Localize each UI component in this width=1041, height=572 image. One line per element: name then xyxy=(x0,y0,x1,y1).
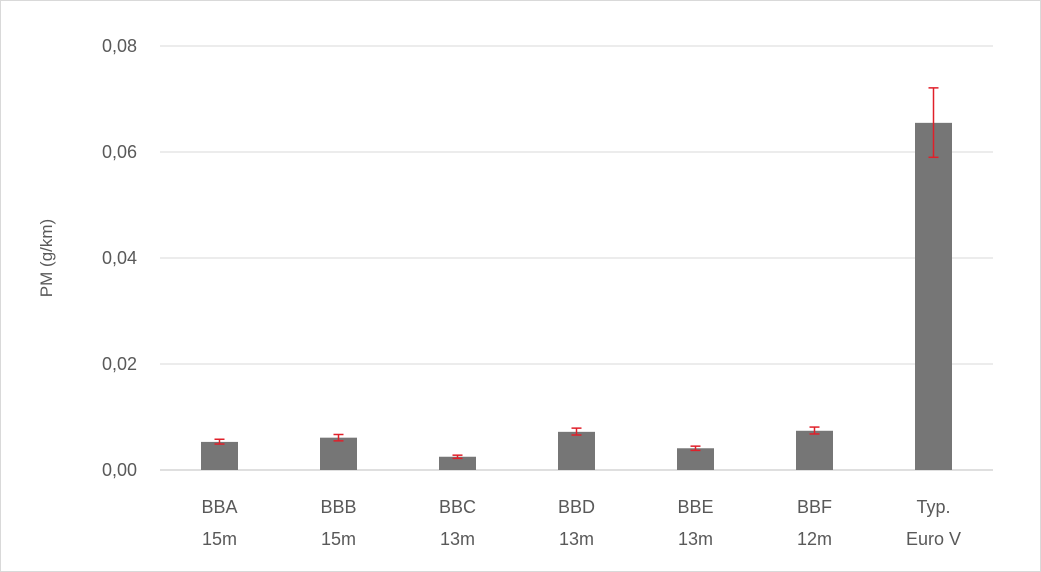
y-tick-label: 0,02 xyxy=(102,354,137,374)
bar xyxy=(320,437,357,470)
x-tick-label: 15m xyxy=(202,529,237,549)
x-tick-label: BBB xyxy=(320,497,356,517)
x-tick-label: Typ. xyxy=(916,497,950,517)
error-bar xyxy=(928,87,939,159)
x-tick-label: Euro V xyxy=(906,529,961,549)
y-axis-label: PM (g/km) xyxy=(37,219,56,297)
x-tick-label: 13m xyxy=(559,529,594,549)
x-tick-label: BBF xyxy=(797,497,832,517)
y-tick-label: 0,00 xyxy=(102,460,137,480)
gridlines xyxy=(160,45,993,471)
x-axis-ticks: BBA 15m BBB 15m BBC 13m BBD 13m BBE 13m BBF 12m Typ.… xyxy=(201,497,961,549)
x-tick-label: BBE xyxy=(677,497,713,517)
error-bar xyxy=(809,426,820,435)
x-tick-label: 15m xyxy=(321,529,356,549)
x-tick-label: BBD xyxy=(558,497,595,517)
y-tick-label: 0,04 xyxy=(102,248,137,268)
error-bar xyxy=(452,454,463,460)
bar xyxy=(915,122,952,470)
error-bar xyxy=(571,427,582,436)
x-tick-label: BBA xyxy=(201,497,237,517)
bar xyxy=(558,431,595,470)
error-bar xyxy=(333,433,344,442)
y-axis-ticks: 0,00 0,02 0,04 0,06 0,08 xyxy=(102,36,137,480)
x-tick-label: BBC xyxy=(439,497,476,517)
error-bar xyxy=(690,445,701,452)
bar xyxy=(439,456,476,470)
x-tick-label: 13m xyxy=(678,529,713,549)
y-tick-label: 0,08 xyxy=(102,36,137,56)
bar xyxy=(201,441,238,470)
y-tick-label: 0,06 xyxy=(102,142,137,162)
bar xyxy=(677,448,714,470)
bar xyxy=(796,430,833,470)
x-tick-label: 13m xyxy=(440,529,475,549)
x-tick-label: 12m xyxy=(797,529,832,549)
bars xyxy=(201,122,952,470)
error-bars xyxy=(214,87,939,460)
error-bar xyxy=(214,438,225,445)
